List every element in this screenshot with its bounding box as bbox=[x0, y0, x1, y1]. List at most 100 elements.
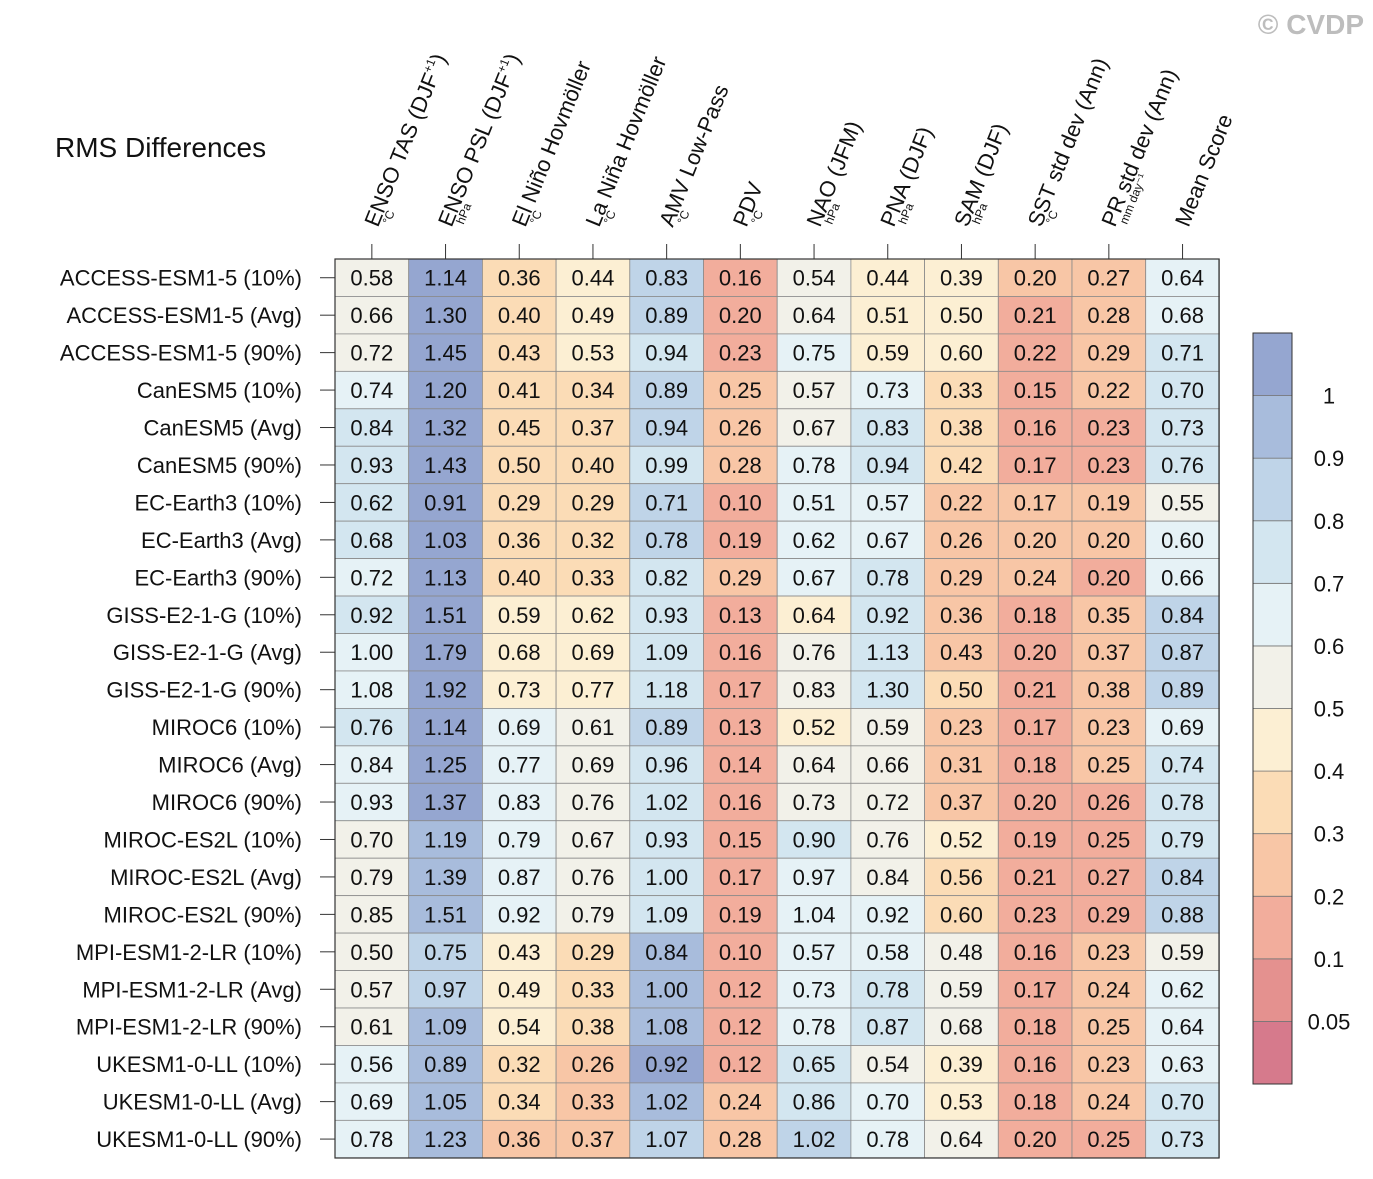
heatmap-cell bbox=[924, 970, 999, 1009]
cell-value: 0.73 bbox=[1161, 1127, 1204, 1152]
cell-value: 0.79 bbox=[498, 827, 541, 852]
cell-value: 0.20 bbox=[1014, 266, 1057, 291]
cell-value: 0.32 bbox=[498, 1052, 541, 1077]
cell-value: 0.16 bbox=[1014, 1052, 1057, 1077]
cell-value: 0.54 bbox=[498, 1015, 541, 1040]
cell-value: 0.68 bbox=[940, 1015, 983, 1040]
cell-value: 0.94 bbox=[866, 453, 909, 478]
cell-value: 0.12 bbox=[719, 1015, 762, 1040]
cell-value: 0.20 bbox=[1014, 1127, 1057, 1152]
column-label-text: AMV Low-Pass bbox=[654, 81, 734, 230]
heatmap-cell bbox=[1145, 520, 1220, 560]
cell-value: 0.29 bbox=[940, 565, 983, 590]
cell-value: 0.23 bbox=[1087, 1052, 1130, 1077]
column-header: La Niña Hovmöller bbox=[580, 53, 671, 230]
heatmap-cell bbox=[334, 633, 410, 672]
heatmap-cell bbox=[776, 333, 852, 372]
heatmap-cell bbox=[555, 708, 631, 747]
heatmap-cell bbox=[1071, 558, 1147, 597]
cell-value: 0.21 bbox=[1014, 303, 1057, 328]
heatmap-cell bbox=[408, 333, 483, 372]
cell-value: 0.25 bbox=[1087, 753, 1130, 778]
heatmap-cell bbox=[629, 745, 704, 784]
cell-value: 0.24 bbox=[1087, 1090, 1130, 1115]
heatmap-cell bbox=[776, 857, 852, 897]
heatmap-cell bbox=[481, 370, 557, 410]
cell-value: 0.15 bbox=[1014, 378, 1057, 403]
cell-value: 0.13 bbox=[719, 715, 762, 740]
row-labels: ACCESS-ESM1-5 (10%) ACCESS-ESM1-5 (Avg) AC… bbox=[60, 266, 335, 1152]
heatmap-cell bbox=[1145, 820, 1220, 859]
heatmap-cell bbox=[334, 1007, 410, 1046]
heatmap-cell bbox=[776, 670, 852, 709]
heatmap-cell bbox=[1071, 820, 1147, 859]
cell-value: 0.16 bbox=[1014, 940, 1057, 965]
colorbar-label: 0.9 bbox=[1314, 446, 1345, 471]
heatmap-cell bbox=[1145, 708, 1220, 747]
heatmap-cell bbox=[776, 932, 852, 971]
heatmap-cell bbox=[997, 558, 1073, 597]
heatmap-cell bbox=[1145, 445, 1220, 485]
cell-value: 0.89 bbox=[645, 378, 688, 403]
cell-value: 0.26 bbox=[1087, 790, 1130, 815]
column-unit: °C bbox=[674, 208, 692, 226]
cell-value: 0.60 bbox=[940, 902, 983, 927]
cell-value: 0.73 bbox=[1161, 416, 1204, 441]
cell-value: 0.93 bbox=[350, 790, 393, 815]
column-header: AMV Low-Pass bbox=[654, 81, 734, 230]
heatmap-cell bbox=[334, 857, 410, 897]
row-label: GISS-E2-1-G (90%) bbox=[106, 678, 302, 703]
column-unit: °C bbox=[1043, 208, 1061, 226]
cell-value: 0.67 bbox=[572, 827, 615, 852]
heatmap-cell bbox=[334, 520, 410, 560]
table-row: 0.70 1.19 0.79 0.67 0.93 0.15 0.90 0.76 0.52 0.19… bbox=[334, 820, 1220, 859]
heatmap-cell bbox=[1071, 932, 1147, 971]
heatmap-cell bbox=[997, 857, 1073, 897]
column-headers: ENSO TAS (DJF+1)°C ENSO PSL (DJF+1)hPa El … bbox=[359, 50, 1238, 259]
cell-value: 1.37 bbox=[424, 790, 467, 815]
cell-value: 0.23 bbox=[1087, 453, 1130, 478]
heatmap-cell bbox=[408, 782, 483, 822]
cell-value: 0.56 bbox=[940, 865, 983, 890]
cell-value: 0.73 bbox=[793, 977, 836, 1002]
column-label-text: La Niña Hovmöller bbox=[580, 53, 671, 230]
row-label: MIROC-ES2L (90%) bbox=[104, 902, 302, 927]
heatmap-cell bbox=[850, 1007, 926, 1046]
heatmap-cell bbox=[1145, 670, 1220, 709]
cell-value: 0.35 bbox=[1087, 603, 1130, 628]
heatmap-cell bbox=[481, 445, 557, 485]
cell-value: 0.78 bbox=[1161, 790, 1204, 815]
cell-value: 0.27 bbox=[1087, 865, 1130, 890]
heatmap-cell bbox=[408, 1007, 483, 1046]
cell-value: 0.69 bbox=[572, 640, 615, 665]
heatmap-cell bbox=[481, 633, 557, 672]
colorbar-label: 0.3 bbox=[1314, 822, 1345, 847]
cell-value: 1.09 bbox=[645, 640, 688, 665]
cell-value: 0.69 bbox=[572, 753, 615, 778]
cell-value: 0.87 bbox=[498, 865, 541, 890]
cell-value: 1.30 bbox=[866, 678, 909, 703]
heatmap-cell bbox=[776, 895, 852, 934]
heatmap-cell bbox=[997, 970, 1073, 1009]
cell-value: 0.26 bbox=[572, 1052, 615, 1077]
column-unit: °C bbox=[380, 208, 398, 226]
cell-value: 0.94 bbox=[645, 416, 688, 441]
table-row: 0.74 1.20 0.41 0.34 0.89 0.25 0.57 0.73 0.33 0.15… bbox=[334, 370, 1220, 410]
cell-value: 1.43 bbox=[424, 453, 467, 478]
cell-value: 0.64 bbox=[1161, 1015, 1204, 1040]
heatmap-cell bbox=[924, 670, 999, 709]
cell-value: 0.10 bbox=[719, 940, 762, 965]
cell-value: 0.75 bbox=[424, 940, 467, 965]
cell-value: 0.86 bbox=[793, 1090, 836, 1115]
cell-value: 0.61 bbox=[350, 1015, 393, 1040]
cell-value: 0.59 bbox=[498, 603, 541, 628]
cell-value: 0.38 bbox=[572, 1015, 615, 1040]
cell-value: 0.67 bbox=[793, 565, 836, 590]
cell-value: 0.93 bbox=[645, 827, 688, 852]
heatmap-cell bbox=[1145, 782, 1220, 822]
cell-value: 0.92 bbox=[350, 603, 393, 628]
cell-value: 0.72 bbox=[866, 790, 909, 815]
row-label: MIROC-ES2L (10%) bbox=[104, 827, 302, 852]
heatmap-cell bbox=[1145, 333, 1220, 372]
heatmap-cell bbox=[924, 782, 999, 822]
